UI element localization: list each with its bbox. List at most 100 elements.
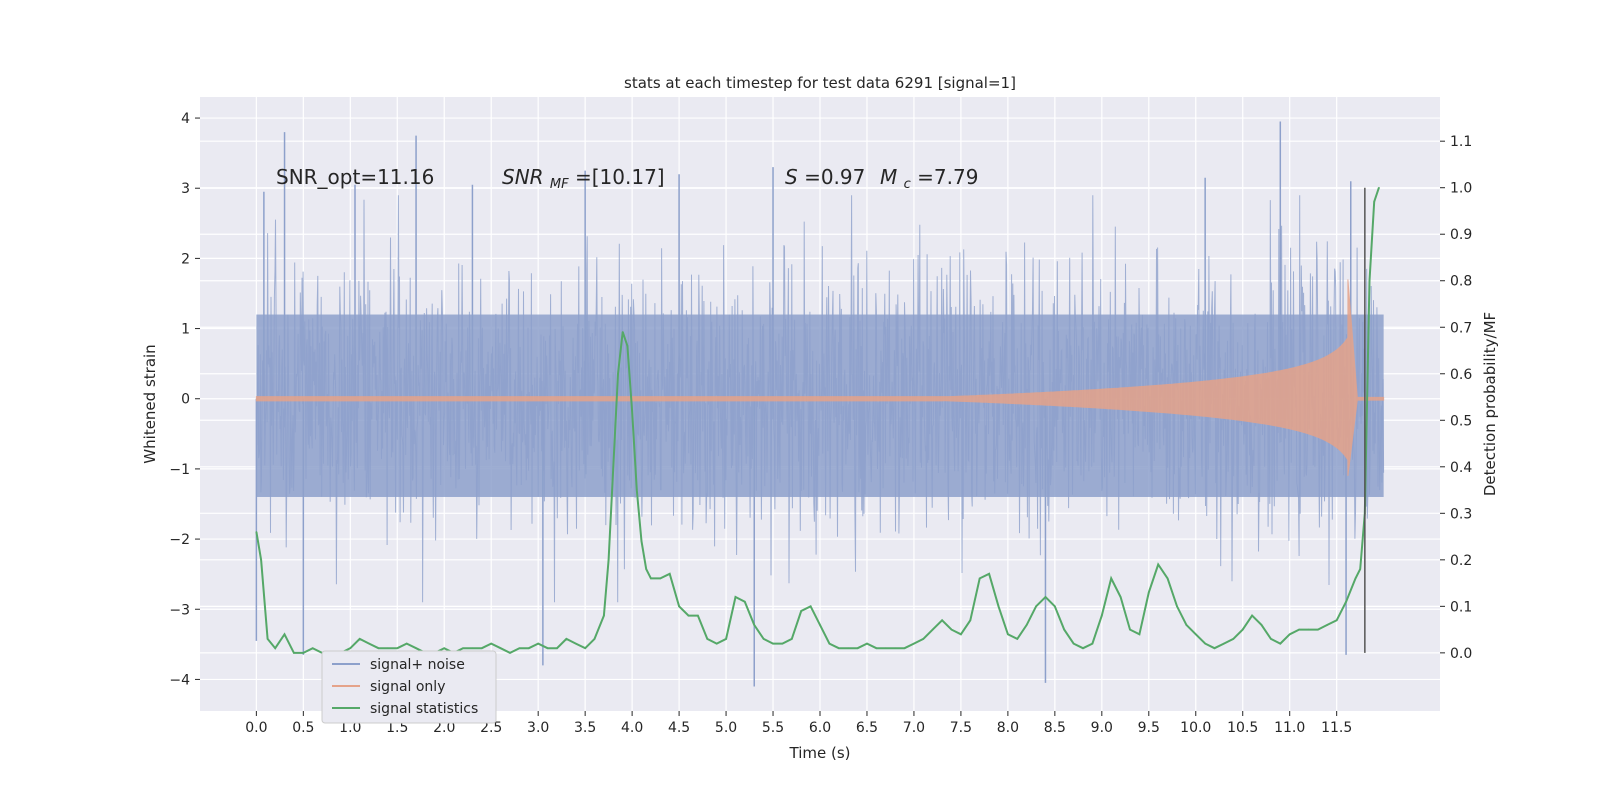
statistics-point (969, 619, 972, 622)
y-right-tick-label: 0.5 (1450, 413, 1472, 429)
statistics-point (687, 614, 690, 617)
signal-envelope (255, 279, 1385, 476)
statistics-point (1317, 628, 1319, 631)
statistics-point (481, 647, 483, 650)
statistics-point (1044, 596, 1047, 598)
statistics-point (922, 638, 925, 640)
statistics-point (1359, 568, 1361, 570)
statistics-point (1288, 633, 1291, 636)
statistics-point (950, 628, 953, 631)
statistics-point (1035, 605, 1037, 608)
statistics-point (753, 624, 756, 626)
statistics-point (1176, 605, 1178, 608)
statistics-point (1368, 279, 1371, 282)
statistics-point (1326, 624, 1329, 626)
statistics-point (725, 638, 727, 640)
statistics-point (631, 410, 633, 412)
statistics-point (678, 605, 680, 608)
x-tick-label: 6.0 (809, 720, 831, 736)
y-right-axis-label: Detection probability/MF (1481, 312, 1499, 496)
statistics-point (1185, 624, 1188, 626)
x-tick-label: 8.0 (997, 720, 1019, 736)
snr-mf-annotation: SNR MF =[10.17] (502, 165, 665, 193)
statistics-point (1147, 591, 1150, 594)
statistics-point (621, 331, 624, 333)
statistics-point (772, 642, 774, 645)
statistics-point (1119, 596, 1122, 598)
y-right-tick-label: 0.1 (1450, 599, 1472, 615)
statistics-point (1260, 624, 1263, 626)
statistics-point (997, 605, 1000, 608)
statistics-point (875, 647, 878, 650)
statistics-point (903, 647, 906, 650)
x-tick-label: 11.0 (1274, 720, 1305, 736)
statistics-point (828, 642, 831, 645)
statistics-point (387, 647, 389, 650)
y-right-tick-label: 0.6 (1450, 367, 1472, 383)
statistics-point (565, 638, 568, 640)
x-tick-label: 7.0 (903, 720, 925, 736)
statistics-point (617, 372, 619, 375)
statistics-point (659, 577, 662, 580)
statistics-point (1082, 647, 1084, 650)
statistics-point (913, 642, 915, 645)
y-tick-label: 1 (181, 322, 190, 338)
x-tick-label: 10.0 (1180, 720, 1211, 736)
statistics-point (1354, 577, 1357, 580)
x-tick-label: 0.0 (245, 720, 267, 736)
statistics-point (1279, 642, 1282, 645)
x-tick-label: 2.5 (480, 720, 502, 736)
statistics-point (574, 642, 577, 645)
statistics-point (781, 642, 784, 645)
statistics-point (791, 638, 793, 640)
legend: signal+ noise signal only signal statist… (321, 650, 497, 724)
statistics-point (368, 642, 370, 645)
statistics-point (377, 647, 380, 650)
x-tick-label: 11.5 (1321, 720, 1352, 736)
statistics-point (584, 647, 586, 650)
statistics-point (1054, 605, 1056, 608)
statistics-point (1194, 633, 1197, 636)
signal-only-series (255, 279, 1385, 476)
statistics-point (1091, 642, 1094, 645)
y-right-tick-label: 0.3 (1450, 506, 1472, 522)
statistics-point (349, 647, 352, 650)
s-value: =0.97 (804, 165, 865, 189)
statistics-point (1101, 614, 1103, 617)
statistics-point (715, 642, 718, 645)
y-tick-label: 0 (181, 392, 190, 408)
statistics-point (1345, 600, 1347, 603)
y-right-tick-label: 1.0 (1450, 181, 1472, 197)
y-tick-label: 2 (181, 251, 190, 267)
statistics-point (293, 652, 295, 654)
y-tick-label: −4 (169, 672, 190, 688)
axis-ticks: 0.0 0.5 1.0 1.5 2.0 2.5 3.0 3.5 4.0 4.5 5.0 5.5 6.0 6… (169, 111, 1472, 736)
statistics-point (499, 647, 502, 650)
statistics-point (800, 610, 803, 612)
snr-opt-annotation: SNR_opt=11.16 (276, 165, 434, 189)
chart-title: stats at each timestep for test data 629… (624, 74, 1016, 92)
x-axis-label: Time (s) (789, 744, 851, 762)
mc-subscript: c (904, 177, 911, 192)
x-tick-label: 1.0 (339, 720, 361, 736)
statistics-point (546, 647, 549, 650)
statistics-point (396, 647, 399, 650)
statistics-point (1016, 638, 1019, 640)
statistics-point (837, 647, 840, 650)
statistics-point (894, 647, 896, 650)
statistics-point (260, 559, 262, 561)
statistics-point (668, 572, 671, 575)
statistics-point (518, 647, 521, 650)
statistics-point (1157, 563, 1159, 566)
statistics-point (819, 624, 821, 626)
x-tick-label: 2.0 (433, 720, 455, 736)
statistics-point (1378, 186, 1380, 189)
x-tick-label: 3.5 (574, 720, 596, 736)
statistics-point (1007, 633, 1009, 636)
statistics-point (405, 642, 408, 645)
y-right-tick-label: 0.4 (1450, 460, 1472, 476)
statistics-point (988, 572, 990, 575)
statistics-point (415, 647, 417, 650)
statistics-point (509, 652, 511, 654)
statistics-point (734, 596, 737, 598)
